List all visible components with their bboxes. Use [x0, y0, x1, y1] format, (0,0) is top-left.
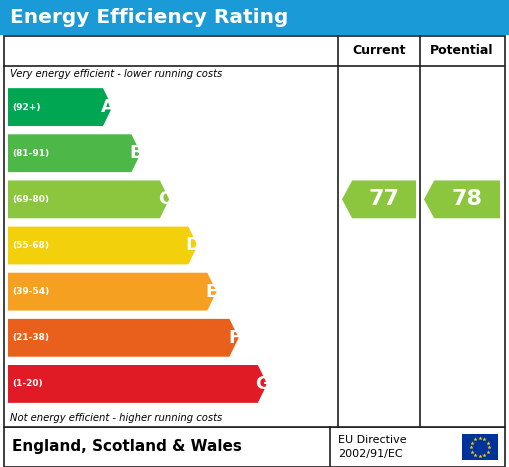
Text: G: G	[255, 375, 270, 393]
Text: (81-91): (81-91)	[12, 149, 49, 158]
Text: (1-20): (1-20)	[12, 379, 43, 389]
Text: Very energy efficient - lower running costs: Very energy efficient - lower running co…	[10, 69, 222, 79]
Text: D: D	[185, 236, 201, 255]
Bar	[0, 0, 509, 35]
Text: B: B	[129, 144, 143, 162]
Text: C: C	[158, 191, 171, 208]
Text: (21-38): (21-38)	[12, 333, 49, 342]
Polygon shape	[342, 180, 416, 218]
Polygon shape	[8, 365, 267, 403]
Text: F: F	[228, 329, 240, 347]
Polygon shape	[8, 180, 169, 218]
Bar	[462, 434, 498, 460]
Text: E: E	[206, 283, 218, 301]
Text: England, Scotland & Wales: England, Scotland & Wales	[12, 439, 242, 454]
Text: (69-80): (69-80)	[12, 195, 49, 204]
Text: Energy Efficiency Rating: Energy Efficiency Rating	[10, 8, 289, 27]
Bar	[4, 36, 505, 427]
Polygon shape	[8, 226, 197, 264]
Text: Potential: Potential	[430, 44, 494, 57]
Text: (92+): (92+)	[12, 103, 41, 112]
Bar	[4, 427, 505, 467]
Polygon shape	[8, 273, 216, 311]
Text: (55-68): (55-68)	[12, 241, 49, 250]
Text: A: A	[101, 98, 115, 116]
Text: 78: 78	[451, 189, 483, 209]
Text: Current: Current	[352, 44, 406, 57]
Polygon shape	[424, 180, 500, 218]
Polygon shape	[8, 88, 112, 126]
Text: 77: 77	[369, 189, 400, 209]
Text: EU Directive
2002/91/EC: EU Directive 2002/91/EC	[338, 435, 407, 459]
Text: Not energy efficient - higher running costs: Not energy efficient - higher running co…	[10, 413, 222, 423]
Polygon shape	[8, 134, 140, 172]
Text: (39-54): (39-54)	[12, 287, 49, 296]
Polygon shape	[8, 319, 239, 357]
